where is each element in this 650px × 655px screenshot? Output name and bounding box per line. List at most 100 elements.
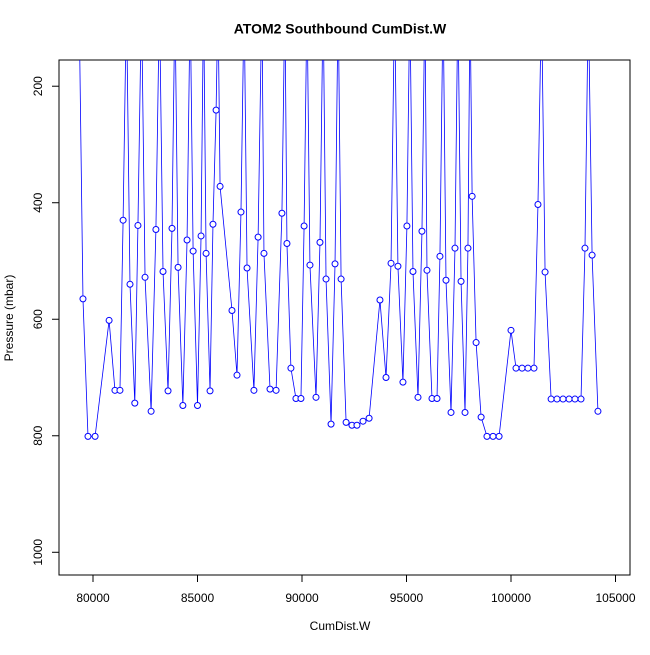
point (237, 208, 245, 216)
point (457, 277, 465, 285)
point (79, 295, 87, 303)
x-tick-label: 95000 (390, 591, 424, 605)
point (382, 374, 390, 382)
point (565, 395, 573, 403)
x-tick-label: 100000 (491, 591, 531, 605)
point (174, 263, 182, 271)
point (300, 222, 308, 230)
x-tick-label: 90000 (285, 591, 319, 605)
point (547, 395, 555, 403)
point (392, 0, 398, 2)
y-tick-label: 200 (31, 76, 45, 96)
point (152, 226, 160, 234)
x-tick-label: 80000 (76, 591, 110, 605)
point (216, 182, 224, 190)
point (594, 407, 602, 415)
chart-title: ATOM2 Southbound CumDist.W (234, 21, 447, 37)
point (206, 387, 214, 395)
point (468, 192, 476, 200)
point (464, 244, 472, 252)
point (541, 268, 549, 276)
point (524, 364, 532, 372)
point (241, 0, 247, 2)
point (126, 280, 134, 288)
point (187, 0, 193, 2)
point (266, 385, 274, 393)
point (585, 0, 591, 2)
point (283, 240, 291, 248)
y-tick-label: 800 (31, 425, 45, 445)
point (131, 399, 139, 407)
point (201, 0, 207, 2)
point (337, 275, 345, 283)
point (91, 432, 99, 440)
point (215, 0, 221, 2)
point (440, 0, 446, 2)
x-tick-label: 105000 (595, 591, 635, 605)
point (409, 267, 417, 275)
point (353, 421, 361, 429)
point (84, 432, 92, 440)
point (455, 0, 461, 2)
point (164, 387, 172, 395)
point (159, 267, 167, 275)
point (467, 0, 473, 2)
point (447, 408, 455, 416)
point (472, 339, 480, 347)
point (312, 393, 320, 401)
point (141, 273, 149, 281)
point (105, 316, 113, 324)
point (260, 249, 268, 257)
point (172, 0, 178, 2)
point (254, 233, 262, 241)
point (489, 432, 497, 440)
point (320, 0, 326, 2)
point (461, 408, 469, 416)
point (119, 216, 127, 224)
point (322, 275, 330, 283)
point (197, 232, 205, 240)
point (304, 0, 310, 2)
point (297, 394, 305, 402)
point (507, 326, 515, 334)
point (76, 0, 82, 2)
point (202, 249, 210, 257)
point (539, 0, 545, 2)
point (553, 395, 561, 403)
point (287, 364, 295, 372)
x-axis-label: CumDist.W (310, 619, 371, 633)
point (414, 393, 422, 401)
point (209, 220, 217, 228)
point (387, 259, 395, 267)
point (581, 244, 589, 252)
point (477, 413, 485, 421)
point (365, 414, 373, 422)
point (316, 238, 324, 246)
point (442, 276, 450, 284)
point (156, 0, 162, 2)
point (407, 0, 413, 2)
point (451, 244, 459, 252)
point (418, 227, 426, 235)
point (278, 209, 286, 217)
point (423, 266, 431, 274)
point (436, 252, 444, 260)
point (559, 395, 567, 403)
point (588, 251, 596, 259)
point (228, 307, 236, 315)
point (422, 0, 428, 2)
point (534, 200, 542, 208)
y-axis-label: Pressure (mbar) (2, 275, 16, 362)
point (530, 364, 538, 372)
point (116, 386, 124, 394)
point (189, 247, 197, 255)
plot-box (58, 59, 631, 576)
point (259, 0, 265, 2)
point (483, 432, 491, 440)
point (282, 0, 288, 2)
point (272, 386, 280, 394)
point (194, 401, 202, 409)
point (399, 378, 407, 386)
y-tick-label: 400 (31, 192, 45, 212)
point (183, 236, 191, 244)
